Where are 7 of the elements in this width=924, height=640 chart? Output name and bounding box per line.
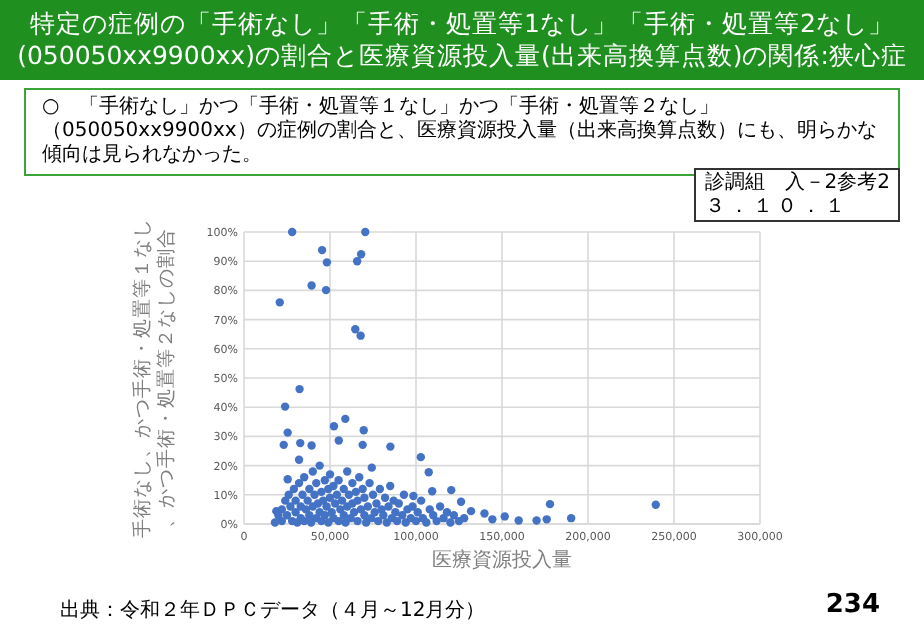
title: 特定の症例の「手術なし」「手術・処置等1なし」「手術・処置等2なし」(050050xx9900xx)の割合と医療資源投入量(出来高換算点数)の関係:狭心症 <box>0 0 924 80</box>
text: ３．１０．１ <box>704 195 851 218</box>
annotation: 出典：令和２年ＤＰＣデータ（４月～12月分） <box>60 597 486 624</box>
text: 診調組 入－2参考2 <box>704 172 890 195</box>
y-axis-title: 手術なし、かつ手術・処置等１なし、かつ手術・処置等２なしの割合 <box>130 218 178 538</box>
annotation: 234 <box>825 590 880 620</box>
x-axis-title: 医療資源投入量 <box>432 548 572 572</box>
